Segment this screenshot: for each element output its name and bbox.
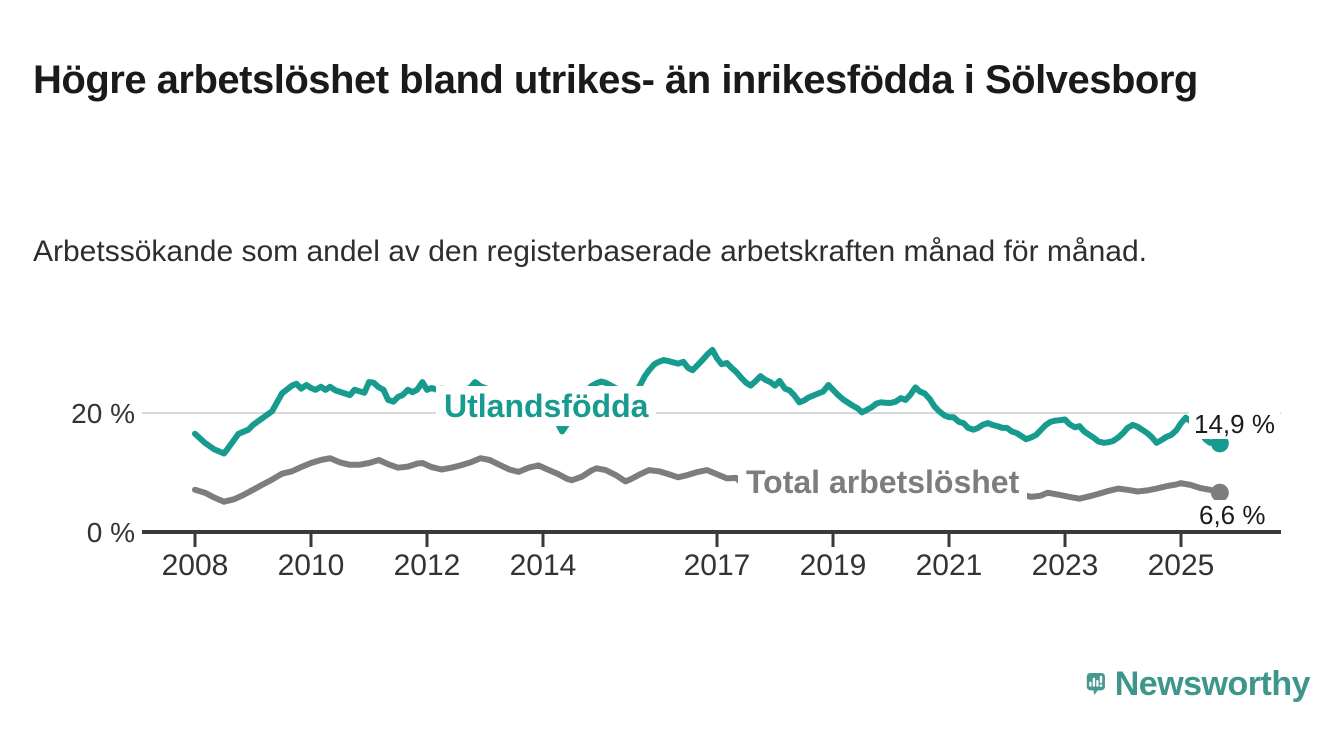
x-tick-label-2017: 2017 [683,549,751,582]
series-end-dot-total-arbetsloshet [1210,483,1229,502]
end-value-label-total: 6,6 % [1194,500,1271,530]
newsworthy-logo[interactable]: Newsworthy [1086,654,1311,714]
x-tick-label-2012: 2012 [393,549,461,582]
x-tick-label-2023: 2023 [1031,549,1099,582]
x-tick-label-2014: 2014 [509,549,577,582]
y-tick-label-20: 20 % [71,398,135,429]
speech-bubble-bar-chart-icon [1086,672,1105,696]
x-tick-label-2021: 2021 [915,549,983,582]
y-tick-label-0: 0 % [86,517,135,548]
x-tick-label-2019: 2019 [799,549,867,582]
series-line-utlandsfodda [192,346,1223,457]
page-subtitle: Arbetssökande som andel av den registerb… [33,235,1147,268]
x-tick-label-2010: 2010 [277,549,345,582]
end-value-label-utlandsfodda: 14,9 % [1189,409,1280,439]
series-label-total-arbetsloshet: Total arbetslöshet [738,462,1028,502]
brand-name: Newsworthy [1114,664,1311,703]
series-label-utlandsfodda: Utlandsfödda [436,386,657,426]
x-tick-label-2025: 2025 [1147,549,1215,582]
series-line-total-arbetsloshet [192,455,1223,505]
page-title: Högre arbetslöshet bland utrikes- än inr… [33,57,1198,102]
x-tick-label-2008: 2008 [161,549,229,582]
